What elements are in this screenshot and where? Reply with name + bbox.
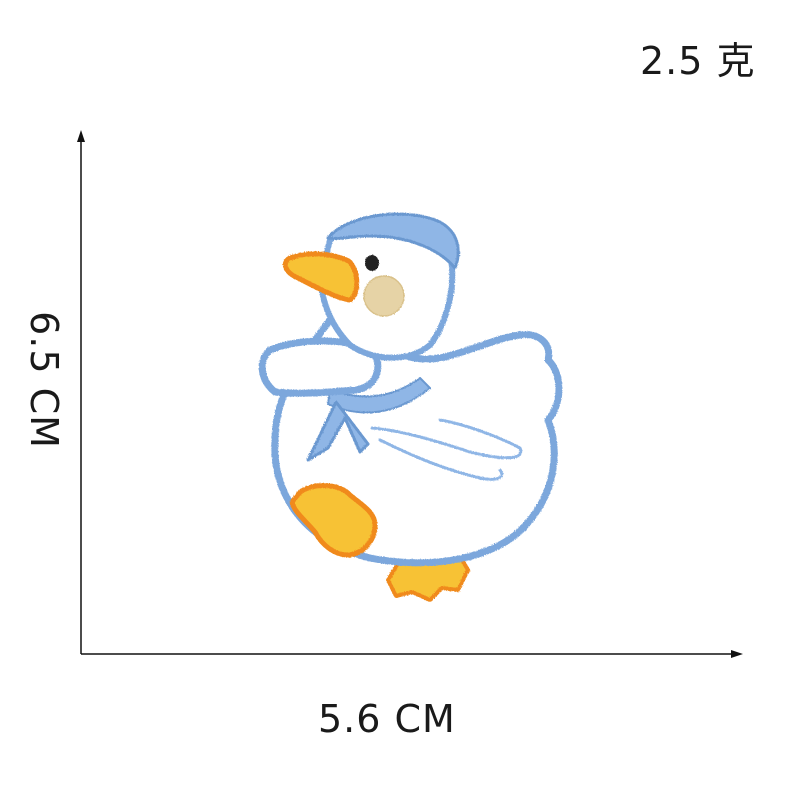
duck-eye: [365, 255, 379, 271]
vertical-axis-arrowhead: [77, 130, 85, 142]
duck-raised-wing: [258, 337, 382, 397]
sailor-collar: [326, 376, 432, 414]
width-dimension-label: 5.6 CM: [318, 697, 456, 741]
duck-cheek: [363, 275, 405, 317]
duck-front-foot: [289, 483, 378, 558]
weight-label: 2.5 克: [640, 39, 756, 83]
duck-wing-lower: [378, 438, 504, 481]
sailor-hat: [326, 212, 460, 270]
duck-wing: [370, 418, 523, 460]
duck-beak: [282, 251, 360, 303]
neckerchief-tie: [306, 400, 370, 462]
horizontal-axis-arrowhead: [731, 650, 743, 658]
